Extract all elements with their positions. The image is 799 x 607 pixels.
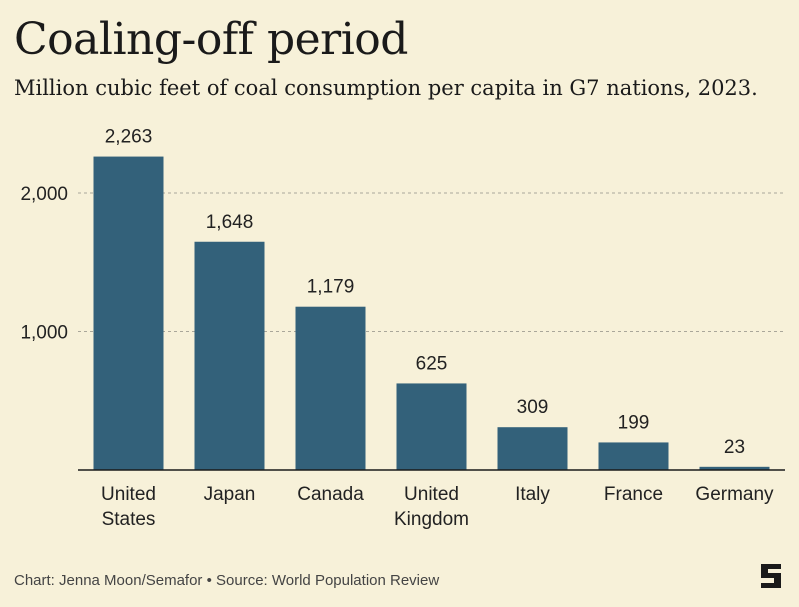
x-tick-label: Italy [515,484,550,505]
bar [396,383,467,470]
data-label: 309 [517,397,549,418]
chart-title: Coaling-off period [14,14,408,65]
bar [295,306,366,470]
bar [598,442,669,470]
x-tick-label: Germany [695,484,774,505]
bar [194,241,265,470]
bar [93,156,164,470]
chart-subtitle: Million cubic feet of coal consumption p… [14,76,758,100]
x-tick-label: United States [101,484,156,530]
semafor-logo-icon [761,564,781,588]
bar [497,427,568,470]
bar-chart: 1,000 2,000 2,263 United States 1,648 Japan 1,1… [20,127,785,530]
data-label: 1,179 [307,277,355,298]
data-label: 1,648 [206,212,254,233]
data-label: 199 [618,412,650,433]
y-tick-label: 1,000 [20,323,68,344]
data-label: 2,263 [105,127,153,148]
data-label: 23 [724,437,745,458]
x-tick-label: Canada [297,484,364,505]
data-label: 625 [416,353,448,374]
x-tick-label: United Kingdom [394,484,469,530]
x-tick-label: Japan [204,484,256,505]
y-tick-label: 2,000 [20,184,68,205]
footer-credit: Chart: Jenna Moon/Semafor • Source: Worl… [14,572,440,589]
bar [699,466,770,470]
x-tick-label: France [604,484,663,505]
